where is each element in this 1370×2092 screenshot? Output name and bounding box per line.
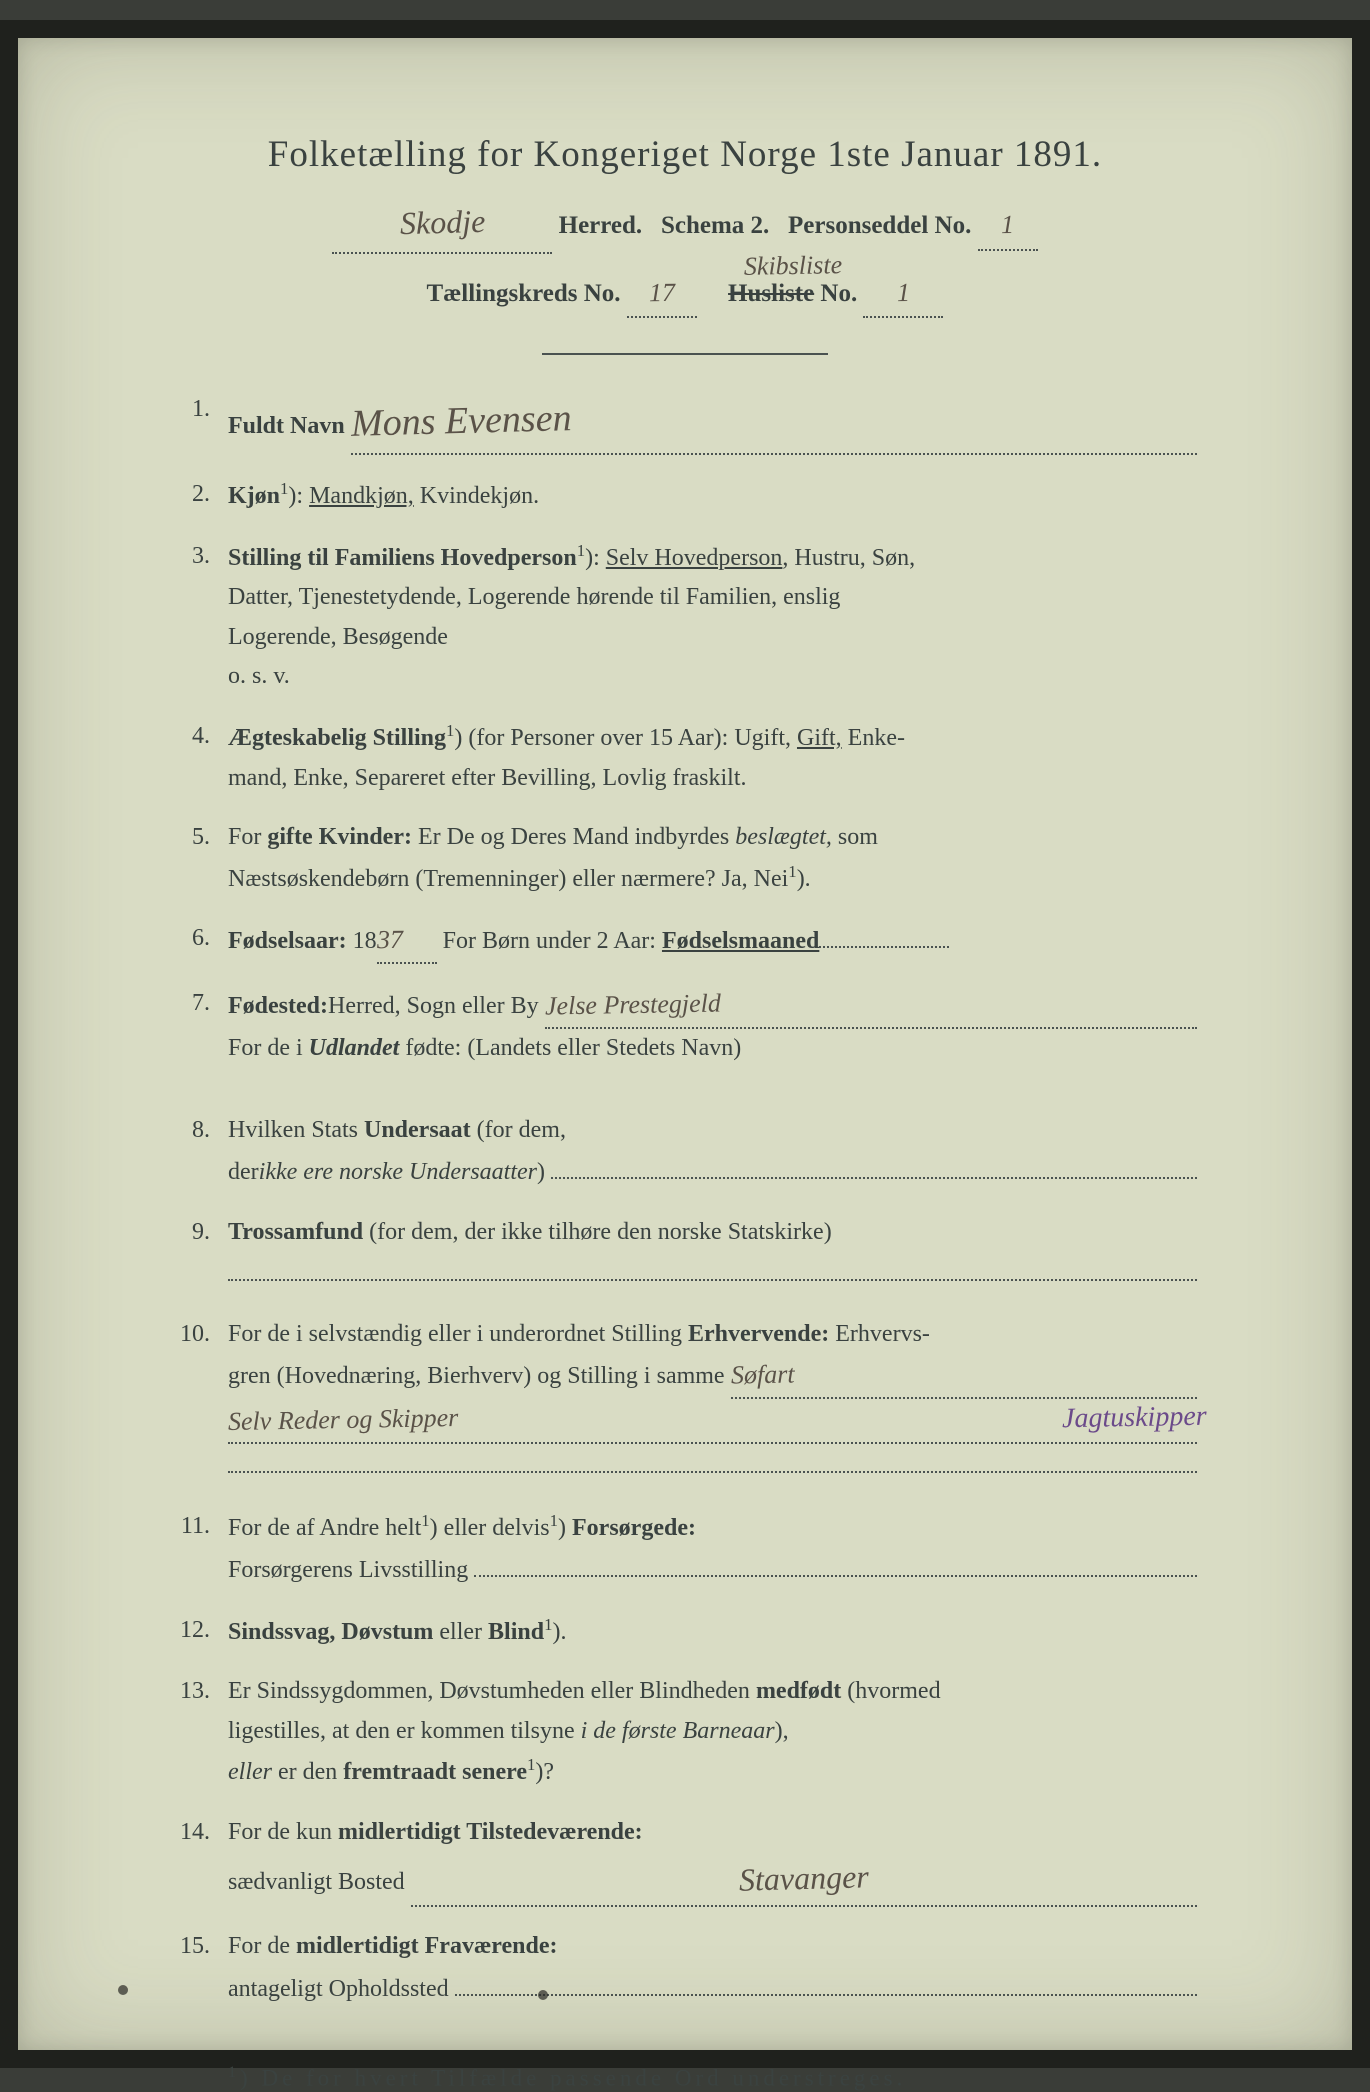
r10-v2: Selv Reder og Skipper	[228, 1397, 459, 1444]
r10-v1: Søfart	[730, 1354, 794, 1398]
divider	[542, 353, 829, 355]
schema-label: Schema 2.	[661, 212, 769, 239]
r10-annotation: Jagtuskipper	[1062, 1394, 1207, 1443]
form-row-9: 9. Trossamfund (for dem, der ikke tilhør…	[173, 1213, 1197, 1295]
taellingskreds-no: 17	[648, 269, 675, 316]
form-row-14: 14. For de kun midlertidigt Tilstedevære…	[173, 1813, 1197, 1907]
r2-underlined: Mandkjøn,	[309, 483, 414, 509]
r7-value: Jelse Prestegjeld	[544, 983, 721, 1029]
r2-label: Kjøn	[228, 483, 280, 509]
footnote: 1) De for hvert Tilfælde passende Ord un…	[173, 2064, 1197, 2092]
r4-underlined: Gift,	[797, 725, 842, 751]
header-line-1: Skodje Herred. Schema 2. Personseddel No…	[173, 194, 1197, 254]
personseddel-label: Personseddel No.	[788, 212, 971, 239]
form-row-15: 15. For de midlertidigt Fraværende: anta…	[173, 1927, 1197, 2009]
form-row-8: 8. Hvilken Stats Undersaat (for dem, der…	[173, 1111, 1197, 1193]
r14-value: Stavanger	[738, 1851, 869, 1907]
form-row-12: 12. Sindssvag, Døvstum eller Blind1).	[173, 1611, 1197, 1653]
form-row-13: 13. Er Sindssygdommen, Døvstumheden elle…	[173, 1672, 1197, 1793]
r6-year: 37	[376, 919, 403, 962]
form-row-6: 6. Fødselsaar: 1837 For Børn under 2 Aar…	[173, 919, 1197, 964]
ink-spot	[118, 1985, 128, 1995]
r3-label: Stilling til Familiens Hovedperson	[228, 545, 577, 571]
r1-label: Fuldt Navn	[228, 407, 345, 447]
r6-label: Fødselsaar:	[228, 928, 347, 954]
document-page: Folketælling for Kongeriget Norge 1ste J…	[0, 20, 1370, 2068]
page-title: Folketælling for Kongeriget Norge 1ste J…	[173, 133, 1197, 176]
form-row-2: 2. Kjøn1): Mandkjøn, Kvindekjøn.	[173, 475, 1197, 517]
r3-underlined: Selv Hovedperson	[606, 545, 783, 571]
form-row-10: 10. For de i selvstændig eller i underor…	[173, 1315, 1197, 1487]
r1-value: Mons Evensen	[350, 388, 572, 456]
husliste-no: 1	[897, 269, 911, 316]
r9-label: Trossamfund	[228, 1219, 363, 1245]
header-line-2: Tællingskreds No. 17 Skibsliste Husliste…	[173, 270, 1197, 319]
r4-label: Ægteskabelig Stilling	[228, 725, 446, 751]
taellingskreds-label: Tællingskreds No.	[427, 280, 621, 307]
husliste-overwrite: Skibsliste	[718, 241, 869, 290]
r7-label: Fødested:	[228, 987, 328, 1027]
ink-spot	[538, 1990, 548, 2000]
form-row-3: 3. Stilling til Familiens Hovedperson1):…	[173, 537, 1197, 697]
form-row-1: 1. Fuldt Navn Mons Evensen	[173, 390, 1197, 455]
form-row-4: 4. Ægteskabelig Stilling1) (for Personer…	[173, 717, 1197, 798]
herred-handwritten: Skodje	[399, 193, 486, 253]
form-row-7: 7. Fødested: Herred, Sogn eller By Jelse…	[173, 984, 1197, 1068]
form-row-5: 5. For gifte Kvinder: Er De og Deres Man…	[173, 818, 1197, 899]
herred-label: Herred.	[559, 212, 643, 239]
personseddel-no: 1	[1001, 202, 1015, 249]
form-row-11: 11. For de af Andre helt1) eller delvis1…	[173, 1507, 1197, 1591]
